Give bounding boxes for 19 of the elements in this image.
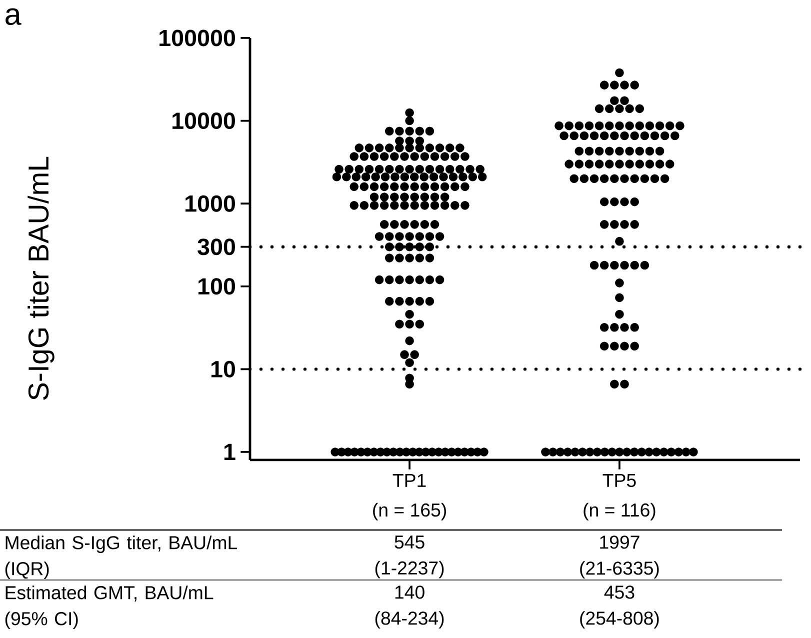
y-tick-label: 10 bbox=[211, 360, 235, 378]
y-tick-label: 1 bbox=[224, 444, 236, 460]
text: a bbox=[6, 8, 22, 26]
x-tick-label: TP5 bbox=[602, 474, 636, 488]
y-tick-label: 100 bbox=[198, 278, 235, 295]
y-tick-label: 300 bbox=[198, 238, 235, 256]
y-tick-label: 10000 bbox=[172, 112, 235, 130]
y-tick-label: 100000 bbox=[160, 30, 235, 46]
text: Estimated GMT, BAU/mL (95% CI) bbox=[5, 586, 214, 629]
text: 453 (254-808) bbox=[580, 586, 659, 628]
y-tick-label: 1000 bbox=[186, 195, 235, 212]
text: (n = 116) bbox=[584, 502, 656, 520]
text: Median S-IgG titer, BAU/mL (IQR) bbox=[5, 536, 238, 579]
y-axis-title: S-IgG titer BAU/mL bbox=[28, 156, 54, 400]
text: (n = 165) bbox=[373, 502, 446, 520]
text: 1997 (21-6335) bbox=[580, 536, 659, 578]
x-tick-label: TP1 bbox=[392, 474, 426, 487]
text: 545 (1-2237) bbox=[375, 536, 444, 578]
text: 140 (84-234) bbox=[375, 586, 444, 628]
